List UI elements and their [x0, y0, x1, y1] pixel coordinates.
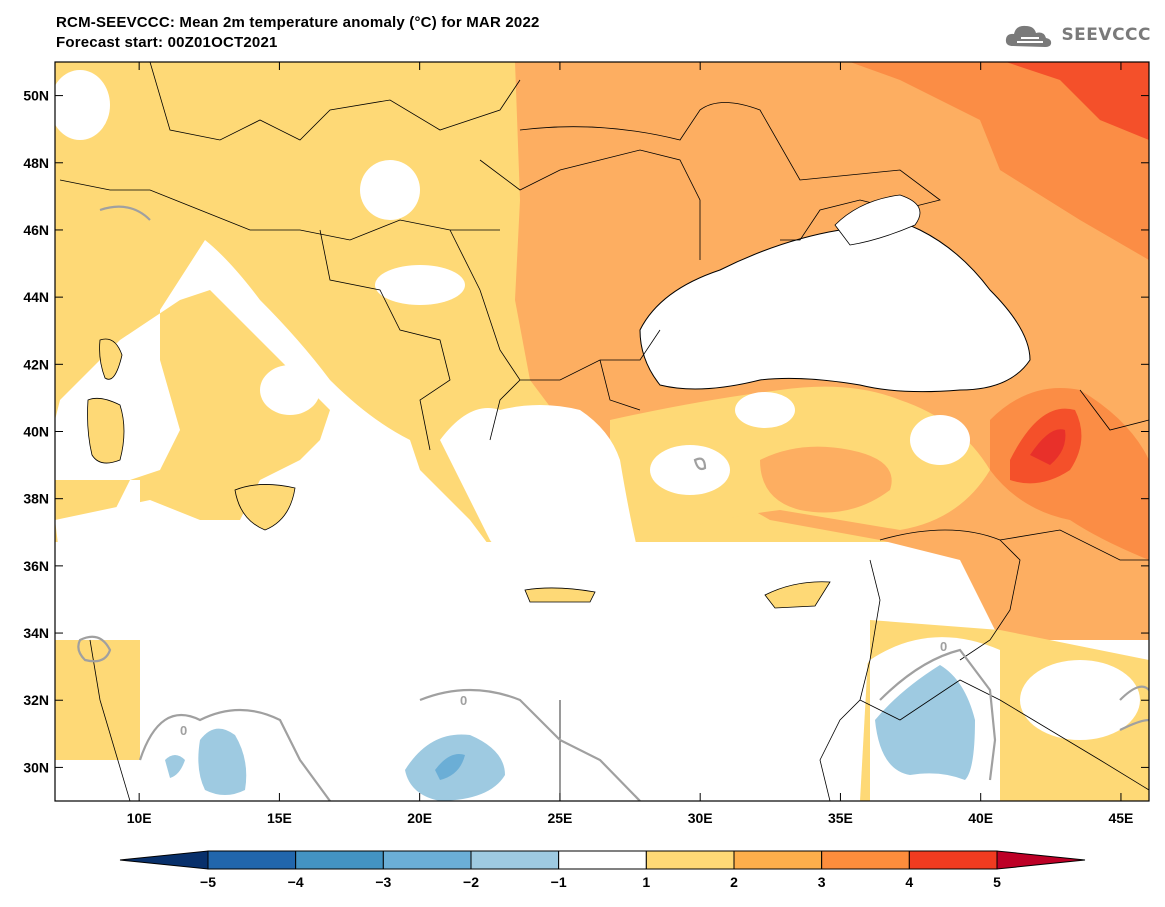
anomaly-zone-4-5-north [1006, 62, 1149, 140]
colorbar-label: −2 [463, 874, 479, 890]
colorbar-label: 5 [993, 874, 1001, 890]
black-sea [639, 219, 1031, 393]
lat-tick-label: 42N [23, 356, 49, 372]
neg-anomaly-small [165, 755, 185, 778]
contour-label: 0 [460, 693, 467, 708]
neutral-patch [375, 265, 465, 305]
logo-text: SEEVCCC [1061, 25, 1151, 45]
lat-tick-label: 30N [23, 759, 49, 775]
colorbar-bin [645, 850, 735, 870]
neutral-patch [650, 445, 730, 495]
anomaly-field: 0 0 0 [55, 62, 1149, 801]
neutral-patch [1020, 660, 1140, 740]
latitude-axis: 50N 48N 46N 44N 42N 40N 38N 36N 34N 32N 30N [23, 88, 1149, 775]
seevccc-logo: SEEVCCC [1003, 20, 1151, 50]
anomaly-zone-5-east [1030, 429, 1066, 465]
map-title: RCM-SEEVCCC: Mean 2m temperature anomaly… [56, 14, 540, 31]
lon-tick-label: 35E [828, 810, 853, 826]
colorbar-label: −3 [375, 874, 391, 890]
lon-tick-label: 40E [968, 810, 993, 826]
crete [524, 587, 596, 603]
colorbar-label: 2 [730, 874, 738, 890]
lat-tick-label: 40N [23, 424, 49, 440]
anomaly-zone-3-4-north [850, 62, 1149, 260]
lat-tick-label: 34N [23, 625, 49, 641]
lon-tick-label: 30E [688, 810, 713, 826]
colorbar-bin [119, 850, 209, 870]
neg-anomaly-libya-west [198, 728, 247, 795]
lat-tick-label: 36N [23, 558, 49, 574]
sicily [234, 484, 296, 531]
lat-tick-label: 32N [23, 692, 49, 708]
algeria-warm [55, 640, 140, 760]
zero-contours [77, 205, 1149, 801]
lat-tick-label: 48N [23, 155, 49, 171]
colorbar-bin [295, 850, 384, 870]
contour-label: 0 [940, 639, 947, 654]
colorbar-label: 1 [642, 874, 650, 890]
colorbar-label: 4 [905, 874, 913, 890]
cyprus [764, 581, 831, 609]
mediterranean-sea [55, 240, 870, 720]
colorbar-bin [382, 850, 472, 870]
forecast-start: Forecast start: 00Z01OCT2021 [56, 34, 278, 51]
colorbar-label: −1 [551, 874, 567, 890]
neg-anomaly-core [435, 754, 465, 780]
sea-of-azov [834, 194, 921, 246]
lon-tick-label: 10E [127, 810, 152, 826]
colorbar-bin [996, 850, 1086, 870]
colorbar-label: 3 [818, 874, 826, 890]
corsica [99, 338, 123, 380]
sardinia [87, 397, 125, 464]
neg-anomaly-arabia [875, 665, 975, 780]
colorbar-label: −4 [288, 874, 304, 890]
lat-tick-label: 50N [23, 88, 49, 104]
lat-tick-label: 46N [23, 222, 49, 238]
colorbar-label: −5 [200, 874, 216, 890]
neutral-patch [910, 415, 970, 465]
anatolia-orange-patch [760, 446, 892, 513]
colorbar-bin [733, 850, 823, 870]
lon-tick-label: 25E [547, 810, 572, 826]
colorbar-bin [908, 850, 998, 870]
neutral-patch [360, 160, 420, 220]
lon-tick-label: 45E [1108, 810, 1133, 826]
colorbar: −5 −4 −3 −2 −1 1 2 3 4 5 [119, 850, 1086, 890]
neutral-patch [735, 392, 795, 428]
lat-tick-label: 38N [23, 491, 49, 507]
longitude-axis: 10E 15E 20E 25E 30E 35E 40E 45E [127, 62, 1133, 826]
colorbar-bin [207, 850, 297, 870]
contour-label: 0 [180, 723, 187, 738]
colorbar-bin [821, 850, 910, 870]
lon-tick-label: 20E [407, 810, 432, 826]
colorbar-bin [558, 850, 647, 870]
coastline [519, 102, 941, 241]
neutral-patch [55, 70, 110, 140]
country-borders [59, 62, 1149, 801]
aegean-sea [440, 405, 640, 580]
lat-tick-label: 44N [23, 289, 49, 305]
colorbar-bin [470, 850, 560, 870]
cloud-icon [1006, 25, 1052, 47]
lon-tick-label: 15E [267, 810, 292, 826]
